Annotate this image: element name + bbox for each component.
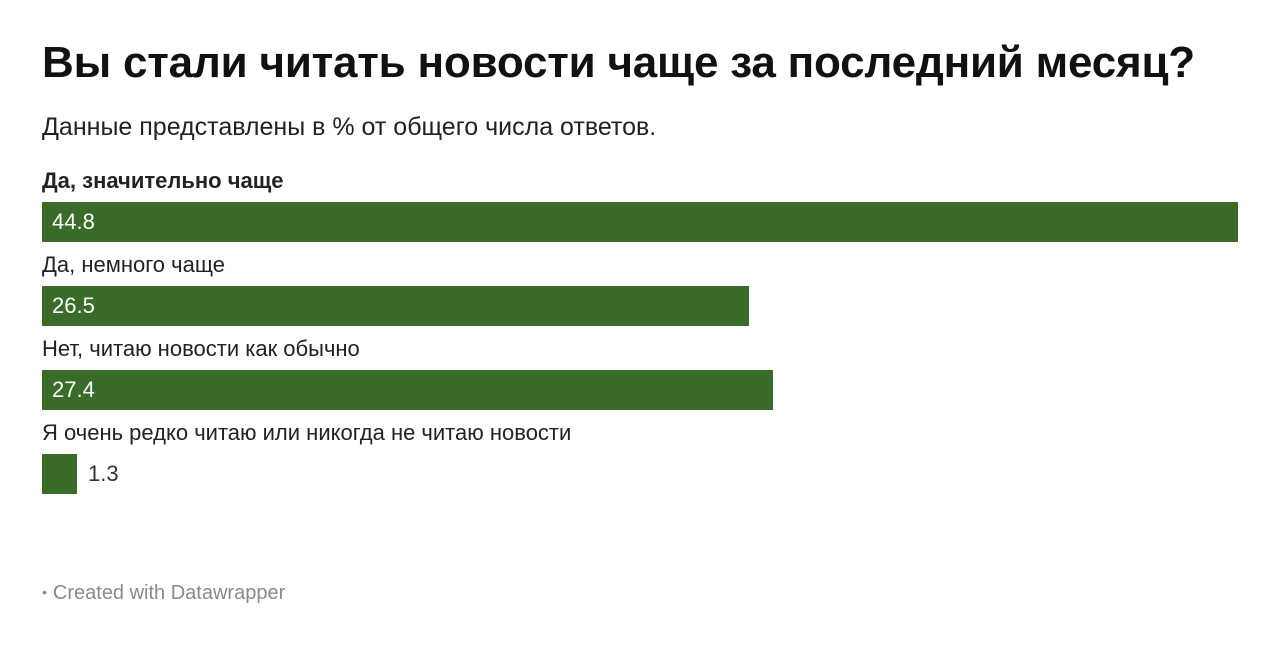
bar-row: Да, немного чаще 26.5 [42,248,1238,332]
bar-rows: Да, значительно чаще 44.8 Да, немного чаще… [42,164,1238,500]
bar-track: 27.4 [42,370,1238,410]
chart-title: Вы стали читать новости чаще за последни… [42,38,1195,87]
bar-row: Да, значительно чаще 44.8 [42,164,1238,248]
bar [42,454,77,494]
bar [42,286,749,326]
bar-track: 26.5 [42,286,1238,326]
bar [42,370,773,410]
bar-track: 1.3 [42,454,1238,494]
bar-value-label: 27.4 [52,377,95,402]
bar-value-label: 1.3 [88,461,119,486]
bar-track: 44.8 [42,202,1238,242]
category-label: Нет, читаю новости как обычно [42,336,360,361]
bullet-icon: • [42,584,47,600]
footer-credit: • Created with Datawrapper [42,582,285,605]
category-label: Да, значительно чаще [42,168,284,193]
footer-text: Created with Datawrapper [52,582,286,604]
bar [42,202,1238,242]
category-label: Да, немного чаще [42,252,225,277]
category-label: Я очень редко читаю или никогда не читаю… [42,420,572,445]
bar-value-label: 44.8 [52,209,95,234]
chart-subtitle: Данные представлены в % от общего числа … [42,113,657,141]
bar-value-label: 26.5 [52,293,95,318]
bar-row: Я очень редко читаю или никогда не читаю… [42,416,1238,500]
bar-row: Нет, читаю новости как обычно 27.4 [42,332,1238,416]
